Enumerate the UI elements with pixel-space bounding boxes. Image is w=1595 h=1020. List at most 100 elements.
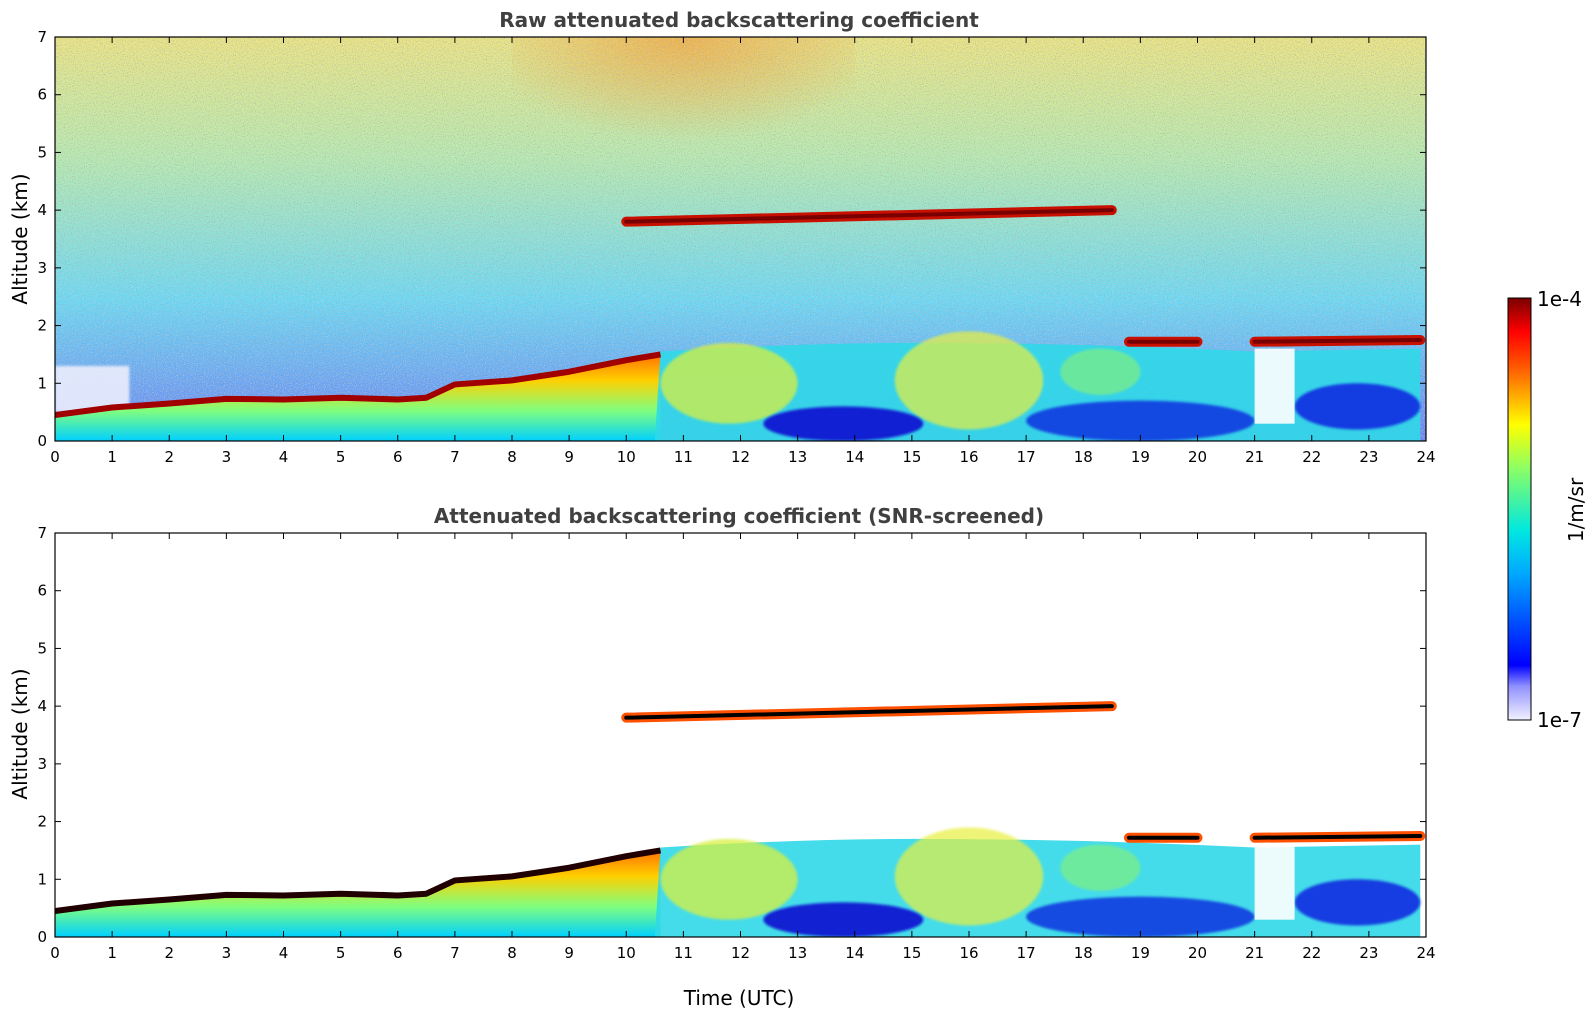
x-tick-label: 11 — [674, 944, 693, 962]
y-tick-label: 7 — [37, 524, 47, 542]
x-tick-label: 6 — [393, 944, 403, 962]
backscatter-field — [55, 37, 1426, 441]
x-tick-label: 10 — [617, 448, 636, 466]
x-tick-label: 21 — [1245, 944, 1264, 962]
x-tick-label: 22 — [1302, 448, 1321, 466]
colorbar: 1e-4 1e-7 1/m/sr — [1507, 287, 1588, 732]
x-tick-label: 4 — [279, 944, 289, 962]
aerosol-plume — [1060, 348, 1141, 395]
x-tick-label: 1 — [107, 944, 117, 962]
x-tick-label: 7 — [450, 448, 460, 466]
x-tick-label: 20 — [1188, 944, 1207, 962]
x-tick-label: 14 — [845, 448, 864, 466]
y-tick-label: 4 — [37, 201, 47, 219]
backscatter-field — [55, 533, 1426, 937]
cloud-layer-core — [624, 208, 1114, 224]
x-tick-label: 10 — [617, 944, 636, 962]
x-tick-label: 15 — [902, 944, 921, 962]
colorbar-min-label: 1e-7 — [1537, 708, 1582, 732]
cloud-layer-core — [1252, 834, 1423, 840]
x-tick-label: 18 — [1074, 944, 1093, 962]
x-tick-label: 16 — [959, 944, 978, 962]
pbl-top-line — [55, 351, 662, 419]
y-tick-label: 2 — [37, 813, 47, 831]
x-tick-label: 11 — [674, 448, 693, 466]
x-tick-label: 21 — [1245, 448, 1264, 466]
x-tick-label: 19 — [1131, 944, 1150, 962]
x-tick-label: 15 — [902, 448, 921, 466]
screened-y-axis-label: Altitude (km) — [8, 668, 32, 799]
y-tick-label: 1 — [37, 374, 47, 392]
x-tick-label: 23 — [1359, 944, 1378, 962]
y-tick-label: 5 — [37, 639, 47, 657]
screened-backscatter-panel: 0 1 2 3 4 5 6 7 8 9 10 11 12 13 14 15 16 17 18 19 20 21 22 23 24… — [37, 524, 1435, 962]
aerosol-plume — [894, 827, 1044, 926]
boundary-layer-aerosol — [55, 354, 661, 441]
y-tick-label: 0 — [37, 928, 47, 946]
y-tick-label: 6 — [37, 582, 47, 600]
y-tick-label: 1 — [37, 870, 47, 888]
x-tick-label: 6 — [393, 448, 403, 466]
signal-gap — [1254, 844, 1295, 920]
x-tick-label: 16 — [959, 448, 978, 466]
x-axis-label: Time (UTC) — [683, 986, 795, 1010]
x-tick-label: 0 — [50, 448, 60, 466]
aerosol-plume — [660, 342, 798, 424]
pbl-top-line — [55, 847, 662, 915]
colorbar-max-label: 1e-4 — [1537, 287, 1582, 311]
colorbar-gradient — [1507, 297, 1532, 721]
raw-panel-title: Raw attenuated backscattering coefficien… — [499, 8, 979, 32]
x-tick-label: 1 — [107, 448, 117, 466]
y-tick-label: 7 — [37, 28, 47, 46]
y-tick-label: 5 — [37, 143, 47, 161]
x-tick-label: 13 — [788, 448, 807, 466]
y-tick-label: 3 — [37, 259, 47, 277]
x-tick-label: 8 — [507, 448, 517, 466]
x-tick-label: 18 — [1074, 448, 1093, 466]
x-tick-label: 24 — [1416, 944, 1435, 962]
x-tick-label: 4 — [279, 448, 289, 466]
x-tick-label: 13 — [788, 944, 807, 962]
aerosol-plume — [660, 838, 798, 920]
raw-backscatter-panel: 0 1 2 3 4 5 6 7 8 9 10 11 12 13 14 15 16 17 18 19 20 21 22 23 24… — [37, 28, 1435, 466]
x-tick-label: 24 — [1416, 448, 1435, 466]
x-tick-label: 9 — [564, 448, 574, 466]
x-tick-label: 0 — [50, 944, 60, 962]
x-tick-label: 14 — [845, 944, 864, 962]
colorbar-unit-label: 1/m/sr — [1564, 477, 1588, 542]
x-tick-label: 2 — [164, 448, 174, 466]
x-tick-label: 17 — [1017, 944, 1036, 962]
screened-panel-title: Attenuated backscattering coefficient (S… — [434, 504, 1044, 528]
y-tick-label: 2 — [37, 317, 47, 335]
x-tick-label: 20 — [1188, 448, 1207, 466]
boundary-layer-aerosol — [55, 850, 661, 937]
x-tick-label: 17 — [1017, 448, 1036, 466]
clear-air-region — [1294, 879, 1421, 926]
aerosol-plume — [894, 331, 1044, 430]
x-tick-label: 5 — [336, 944, 346, 962]
clear-air-region — [1026, 400, 1255, 441]
x-tick-label: 19 — [1131, 448, 1150, 466]
y-tick-label: 0 — [37, 432, 47, 450]
clear-air-region — [1026, 896, 1255, 937]
clear-air-region — [763, 902, 924, 937]
x-tick-label: 12 — [731, 448, 750, 466]
y-tick-label: 3 — [37, 755, 47, 773]
x-tick-label: 5 — [336, 448, 346, 466]
cloud-layer-core — [624, 704, 1114, 720]
x-tick-label: 12 — [731, 944, 750, 962]
x-tick-label: 3 — [222, 944, 232, 962]
x-tick-label: 8 — [507, 944, 517, 962]
aerosol-plume — [1060, 844, 1141, 891]
x-tick-label: 23 — [1359, 448, 1378, 466]
x-tick-label: 2 — [164, 944, 174, 962]
cloud-layer-core — [1252, 338, 1423, 344]
y-tick-label: 6 — [37, 86, 47, 104]
y-tick-label: 4 — [37, 697, 47, 715]
raw-y-axis-label: Altitude (km) — [8, 173, 32, 304]
x-tick-label: 9 — [564, 944, 574, 962]
x-tick-label: 3 — [222, 448, 232, 466]
x-tick-label: 7 — [450, 944, 460, 962]
signal-gap — [1254, 348, 1295, 424]
